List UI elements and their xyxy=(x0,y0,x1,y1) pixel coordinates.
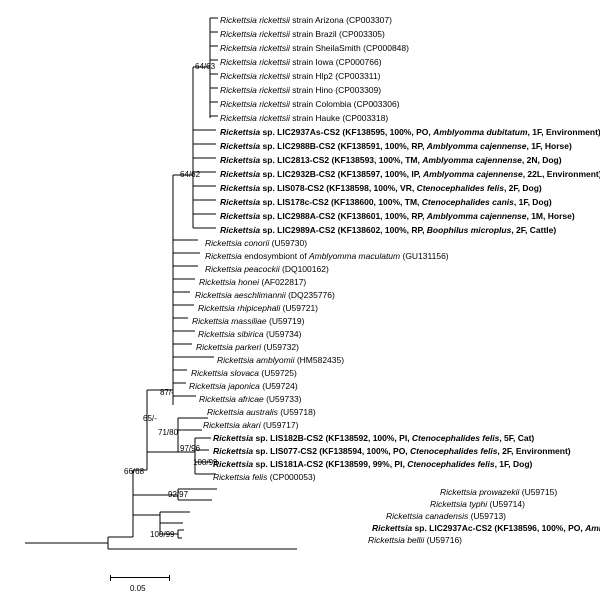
taxon-leaf: Rickettsia rickettsii strain Hauke (CP00… xyxy=(220,111,596,125)
taxon-leaf: Rickettsia australis (U59718) xyxy=(207,406,449,419)
taxon-leaf: Rickettsia peacockii (DQ100162) xyxy=(205,263,449,276)
taxon-leaf: Rickettsia slovaca (U59725) xyxy=(191,367,449,380)
node-support: 64/62 xyxy=(180,170,200,179)
taxon-leaf: Rickettsia rickettsii strain SheilaSmith… xyxy=(220,41,596,55)
taxon-leaf: Rickettsia endosymbiont of Amblyomma mac… xyxy=(205,250,449,263)
taxon-leaf: Rickettsia sp. LIS178c-CS2 (KF138600, 10… xyxy=(220,195,596,209)
taxon-leaf: Rickettsia rickettsii strain Hino (CP003… xyxy=(220,83,596,97)
taxon-leaf: Rickettsia africae (U59733) xyxy=(199,393,449,406)
top-clade-leaves: Rickettsia rickettsii strain Arizona (CP… xyxy=(220,13,596,237)
node-support: 92/97 xyxy=(168,490,188,499)
node-support: 64/63 xyxy=(195,62,215,71)
taxon-leaf: Rickettsia amblyomii (HM582435) xyxy=(217,354,449,367)
node-support: 71/80 xyxy=(158,428,178,437)
taxon-leaf: Rickettsia rickettsii strain Colombia (C… xyxy=(220,97,596,111)
node-support: 97/96 xyxy=(180,444,200,453)
taxon-leaf: Rickettsia rhipicephali (U59721) xyxy=(198,302,449,315)
node-support: 65/- xyxy=(143,414,157,423)
taxon-leaf: Rickettsia honei (AF022817) xyxy=(199,276,449,289)
node-support: 100/99 xyxy=(193,458,217,467)
felis-clade-leaves: Rickettsia sp. LIS182B-CS2 (KF138592, 10… xyxy=(213,432,571,484)
taxon-leaf: Rickettsia rickettsii strain Arizona (CP… xyxy=(220,13,596,27)
scale-bar xyxy=(110,577,170,578)
taxon-leaf: Rickettsia sp. LIC2988B-CS2 (KF138591, 1… xyxy=(220,139,596,153)
taxon-leaf: Rickettsia sp. LIC2937As-CS2 (KF138595, … xyxy=(220,125,596,139)
node-support: 100/99 xyxy=(150,530,174,539)
taxon-leaf: Rickettsia bellii (U59716) xyxy=(368,533,462,547)
mid-clade-leaves: Rickettsia conorii (U59730)Rickettsia en… xyxy=(205,237,449,432)
taxon-leaf: Rickettsia japonica (U59724) xyxy=(189,380,449,393)
taxon-leaf: Rickettsia sp. LIS181A-CS2 (KF138599, 99… xyxy=(213,458,571,471)
taxon-leaf: Rickettsia rickettsii strain Hlp2 (CP003… xyxy=(220,69,596,83)
taxon-leaf: Rickettsia rickettsii strain Brazil (CP0… xyxy=(220,27,596,41)
taxon-leaf: Rickettsia massiliae (U59719) xyxy=(192,315,449,328)
node-support: 66/68 xyxy=(124,467,144,476)
scale-value: 0.05 xyxy=(130,584,146,593)
taxon-leaf: Rickettsia sibirica (U59734) xyxy=(198,328,449,341)
taxon-leaf: Rickettsia parkeri (U59732) xyxy=(196,341,449,354)
taxon-leaf: Rickettsia felis (CP000053) xyxy=(213,471,571,484)
taxon-leaf: Rickettsia conorii (U59730) xyxy=(205,237,449,250)
taxon-leaf: Rickettsia sp. LIS078-CS2 (KF138598, 100… xyxy=(220,181,596,195)
taxon-leaf: Rickettsia sp. LIC2932B-CS2 (KF138597, 1… xyxy=(220,167,596,181)
taxon-leaf: Rickettsia sp. LIC2988A-CS2 (KF138601, 1… xyxy=(220,209,596,223)
phylo-tree-figure: { "tree": { "type": "phylogenetic-tree",… xyxy=(0,0,600,603)
taxon-leaf: Rickettsia sp. LIS077-CS2 (KF138594, 100… xyxy=(213,445,571,458)
taxon-leaf: Rickettsia sp. LIS182B-CS2 (KF138592, 10… xyxy=(213,432,571,445)
node-support: 87/- xyxy=(160,388,174,397)
taxon-leaf: Rickettsia akari (U59717) xyxy=(203,419,449,432)
taxon-leaf: Rickettsia sp. LIC2813-CS2 (KF138593, 10… xyxy=(220,153,596,167)
taxon-leaf: Rickettsia aeschlimannii (DQ235776) xyxy=(195,289,449,302)
taxon-leaf: Rickettsia rickettsii strain Iowa (CP000… xyxy=(220,55,596,69)
taxon-leaf: Rickettsia sp. LIC2989A-CS2 (KF138602, 1… xyxy=(220,223,596,237)
